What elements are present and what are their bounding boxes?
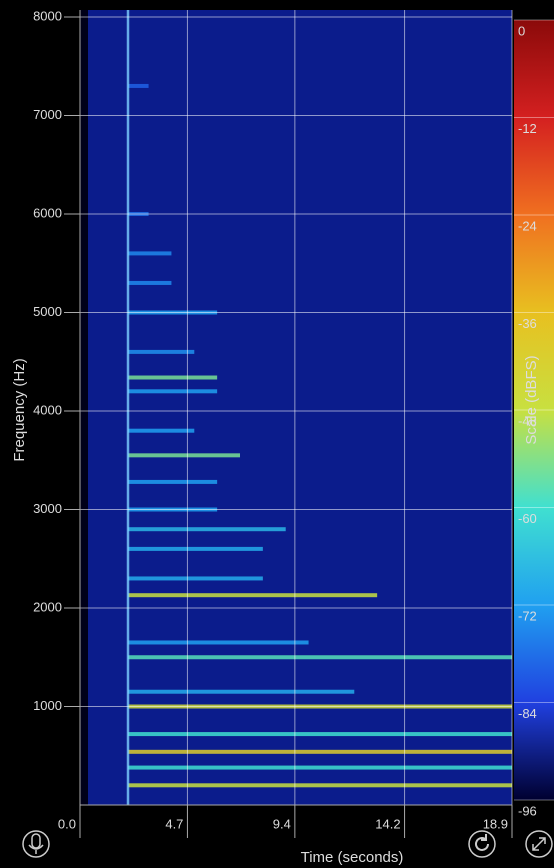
page: Time (seconds) Frequency (Hz) 1000 2000 30… xyxy=(0,0,554,868)
partial xyxy=(128,655,512,659)
y-tick-label: 3000 xyxy=(33,501,62,516)
partial xyxy=(128,350,194,354)
partial xyxy=(128,84,149,88)
partial xyxy=(128,376,217,380)
colorbar-title: Scale (dBFS) xyxy=(523,355,540,444)
x-axis-title: Time (seconds) xyxy=(301,849,404,866)
x-tick-label: 4.7 xyxy=(165,816,183,831)
colorbar-tick-label: -24 xyxy=(518,218,537,233)
y-tick-label: 4000 xyxy=(33,402,62,417)
partial xyxy=(128,281,171,285)
y-tick-label: 7000 xyxy=(33,107,62,122)
chart: Time (seconds) Frequency (Hz) 1000 2000 30… xyxy=(0,0,554,868)
partial xyxy=(128,690,354,694)
y-tick-label: 8000 xyxy=(33,8,62,23)
x-tick-label: 18.9 xyxy=(483,816,508,831)
y-tick-label: 5000 xyxy=(33,304,62,319)
partial xyxy=(128,640,309,644)
colorbar-tick-label: -36 xyxy=(518,316,537,331)
colorbar-tick-label: -72 xyxy=(518,608,537,623)
colorbar-tick-label: -60 xyxy=(518,511,537,526)
colorbar-tick-label: -12 xyxy=(518,121,537,136)
partial xyxy=(128,750,512,754)
partial xyxy=(128,783,512,787)
y-axis-title: Frequency (Hz) xyxy=(11,358,28,461)
partial xyxy=(128,251,171,255)
colorbar-tick-label: 0 xyxy=(518,23,525,38)
partial xyxy=(128,766,512,770)
partial xyxy=(128,389,217,393)
x-tick-label: 0.0 xyxy=(58,816,76,831)
partial xyxy=(128,593,377,597)
partial xyxy=(128,576,263,580)
colorbar-tick-label: -96 xyxy=(518,803,537,818)
y-tick-label: 2000 xyxy=(33,599,62,614)
partial xyxy=(128,480,217,484)
partial xyxy=(128,732,512,736)
y-tick-label: 1000 xyxy=(33,698,62,713)
y-tick-label: 6000 xyxy=(33,205,62,220)
partial xyxy=(128,453,240,457)
plot-area xyxy=(80,10,512,805)
pre-onset xyxy=(80,10,88,805)
colorbar-tick-label: -84 xyxy=(518,706,537,721)
partial xyxy=(128,527,286,531)
partial xyxy=(128,547,263,551)
x-tick-label: 9.4 xyxy=(273,816,291,831)
x-tick-label: 14.2 xyxy=(375,816,400,831)
partial xyxy=(128,429,194,433)
